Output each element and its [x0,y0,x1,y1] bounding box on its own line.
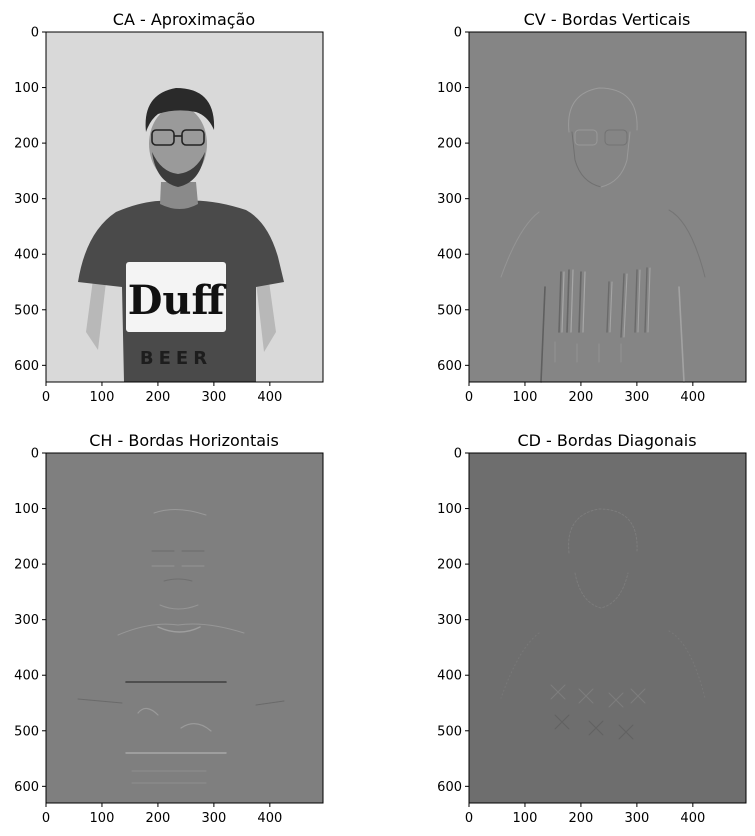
x-axis-ca: 0 100 200 300 400 [42,382,282,405]
x-tick-label: 400 [680,390,705,405]
x-tick-label: 0 [42,811,50,826]
portrait-horizontal-edges [77,509,285,784]
x-tick-label: 0 [42,390,50,405]
y-tick-label: 200 [437,558,462,573]
y-tick-label: 0 [31,26,39,41]
y-tick-label: 500 [14,303,39,318]
image-ch [46,453,323,803]
y-tick-label: 400 [14,669,39,684]
y-axis-cd: 0 100 200 300 400 500 600 [437,447,469,795]
x-tick-label: 200 [146,390,171,405]
x-axis-ch: 0 100 200 300 400 [42,803,282,826]
x-tick-label: 100 [513,811,538,826]
shirt-logo-text: Duff [128,277,227,324]
y-tick-label: 500 [437,303,462,318]
y-tick-label: 200 [437,137,462,152]
panel-title-cv: CV - Bordas Verticais [524,10,691,29]
y-tick-label: 200 [14,137,39,152]
shirt-sub-text: BEER [140,348,212,369]
y-tick-label: 100 [437,502,462,517]
axes-frame-cd [468,452,747,804]
portrait-vertical-edges [500,87,706,383]
y-tick-label: 500 [14,724,39,739]
axes-frame-cv [468,31,747,383]
y-tick-label: 100 [14,81,39,96]
axes-frame-ch [45,452,324,804]
x-axis-cv: 0 100 200 300 400 [465,382,705,405]
x-tick-label: 200 [569,390,594,405]
y-tick-label: 500 [437,724,462,739]
y-axis-ca: 0 100 200 300 400 500 600 [14,26,46,374]
x-tick-label: 400 [257,390,282,405]
axes-frame-ca [45,31,324,383]
y-tick-label: 300 [14,192,39,207]
x-tick-label: 300 [624,811,649,826]
x-tick-label: 200 [569,811,594,826]
y-tick-label: 600 [14,359,39,374]
y-tick-label: 600 [14,780,39,795]
x-tick-label: 100 [513,390,538,405]
x-tick-label: 400 [680,811,705,826]
x-tick-label: 400 [257,811,282,826]
x-axis-cd: 0 100 200 300 400 [465,803,705,826]
x-tick-label: 0 [465,811,473,826]
y-tick-label: 400 [14,248,39,263]
y-tick-label: 0 [454,447,462,462]
y-tick-label: 0 [454,26,462,41]
portrait-diagonal-edges [500,508,706,740]
y-tick-label: 300 [437,192,462,207]
y-tick-label: 600 [437,359,462,374]
panel-ch: CH - Bordas Horizontais 0 100 200 300 400 500… [14,431,324,826]
x-tick-label: 100 [90,390,115,405]
x-tick-label: 200 [146,811,171,826]
y-tick-label: 200 [14,558,39,573]
x-tick-label: 300 [201,390,226,405]
y-axis-cv: 0 100 200 300 400 500 600 [437,26,469,374]
x-tick-label: 300 [201,811,226,826]
y-tick-label: 100 [437,81,462,96]
y-tick-label: 400 [437,669,462,684]
panel-title-ch: CH - Bordas Horizontais [89,431,279,450]
panel-title-cd: CD - Bordas Diagonais [517,431,696,450]
x-tick-label: 300 [624,390,649,405]
panel-cd: CD - Bordas Diagonais 0 100 200 300 400 500 60… [437,431,747,826]
y-tick-label: 400 [437,248,462,263]
x-tick-label: 100 [90,811,115,826]
y-tick-label: 100 [14,502,39,517]
panel-ca: CA - Aproximação Duff BEER [14,10,324,405]
y-tick-label: 300 [14,613,39,628]
x-tick-label: 0 [465,390,473,405]
panel-cv: CV - Bordas Verticais 0 100 200 300 400 500 60… [437,10,747,405]
panel-title-ca: CA - Aproximação [113,10,255,29]
y-tick-label: 300 [437,613,462,628]
y-tick-label: 0 [31,447,39,462]
image-cd [469,453,746,803]
y-tick-label: 600 [437,780,462,795]
portrait-approximation: Duff BEER [46,32,323,382]
y-axis-ch: 0 100 200 300 400 500 600 [14,447,46,795]
